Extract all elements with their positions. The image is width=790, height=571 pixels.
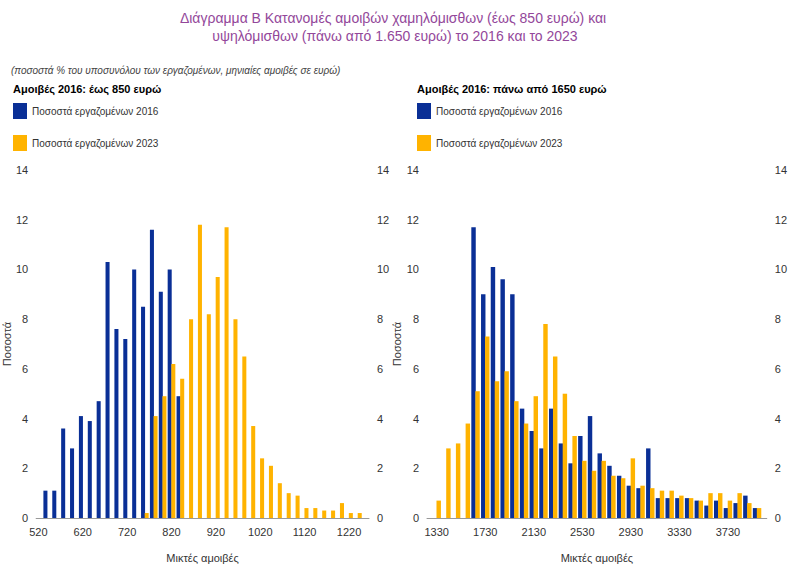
svg-text:Μικτές αμοιβές: Μικτές αμοιβές xyxy=(166,552,239,564)
svg-text:1730: 1730 xyxy=(473,526,497,538)
svg-text:6: 6 xyxy=(775,363,781,375)
svg-text:4: 4 xyxy=(775,413,781,425)
svg-text:Ποσοστά: Ποσοστά xyxy=(391,321,403,366)
svg-text:12: 12 xyxy=(407,214,419,226)
svg-text:6: 6 xyxy=(22,363,28,375)
svg-text:720: 720 xyxy=(118,526,136,538)
svg-text:14: 14 xyxy=(16,164,28,176)
svg-text:2: 2 xyxy=(377,462,383,474)
svg-text:1220: 1220 xyxy=(337,526,361,538)
svg-text:14: 14 xyxy=(775,164,787,176)
svg-text:υψηλόμισθων (πάνω από 1.650 ευ: υψηλόμισθων (πάνω από 1.650 ευρώ) το 201… xyxy=(212,28,577,44)
svg-text:4: 4 xyxy=(22,413,28,425)
svg-text:0: 0 xyxy=(377,512,383,524)
svg-text:14: 14 xyxy=(407,164,419,176)
svg-text:Ποσοστά εργαζομένων 2016: Ποσοστά εργαζομένων 2016 xyxy=(32,106,159,118)
svg-text:12: 12 xyxy=(377,214,389,226)
svg-text:8: 8 xyxy=(377,313,383,325)
svg-text:820: 820 xyxy=(162,526,180,538)
svg-text:(ποσοστά % του υποσυνόλου των: (ποσοστά % του υποσυνόλου των εργαζομένω… xyxy=(11,65,340,77)
svg-text:2530: 2530 xyxy=(570,526,594,538)
svg-text:8: 8 xyxy=(413,313,419,325)
svg-text:Αμοιβές 2016: έως 850 ευρώ: Αμοιβές 2016: έως 850 ευρώ xyxy=(13,83,161,96)
svg-text:12: 12 xyxy=(16,214,28,226)
svg-text:0: 0 xyxy=(22,512,28,524)
svg-text:Μικτές αμοιβές: Μικτές αμοιβές xyxy=(561,552,634,564)
svg-text:2130: 2130 xyxy=(522,526,546,538)
svg-text:Ποσοστά: Ποσοστά xyxy=(1,321,13,366)
svg-text:3730: 3730 xyxy=(716,526,740,538)
svg-text:2: 2 xyxy=(775,462,781,474)
svg-text:10: 10 xyxy=(775,263,787,275)
svg-text:2: 2 xyxy=(413,462,419,474)
svg-text:3330: 3330 xyxy=(667,526,691,538)
svg-text:2930: 2930 xyxy=(619,526,643,538)
svg-text:0: 0 xyxy=(413,512,419,524)
svg-text:Αμοιβές 2016: πάνω από 1650 ευ: Αμοιβές 2016: πάνω από 1650 ευρώ xyxy=(417,83,607,96)
svg-text:920: 920 xyxy=(207,526,225,538)
svg-text:6: 6 xyxy=(377,363,383,375)
svg-text:10: 10 xyxy=(377,263,389,275)
svg-text:14: 14 xyxy=(377,164,389,176)
svg-text:Ποσοστά εργαζομένων 2016: Ποσοστά εργαζομένων 2016 xyxy=(436,106,563,118)
svg-text:Διάγραμμα Β Κατανομές αμοιβών: Διάγραμμα Β Κατανομές αμοιβών χαμηλόμισθ… xyxy=(180,10,610,26)
svg-text:Ποσοστά εργαζομένων 2023: Ποσοστά εργαζομένων 2023 xyxy=(436,138,563,150)
svg-text:8: 8 xyxy=(775,313,781,325)
svg-text:1120: 1120 xyxy=(293,526,317,538)
svg-text:0: 0 xyxy=(775,512,781,524)
svg-text:10: 10 xyxy=(16,263,28,275)
svg-text:Ποσοστά εργαζομένων 2023: Ποσοστά εργαζομένων 2023 xyxy=(32,138,159,150)
svg-text:8: 8 xyxy=(22,313,28,325)
svg-text:1020: 1020 xyxy=(248,526,272,538)
svg-text:4: 4 xyxy=(377,413,383,425)
svg-text:1330: 1330 xyxy=(424,526,448,538)
svg-text:6: 6 xyxy=(413,363,419,375)
svg-text:520: 520 xyxy=(29,526,47,538)
svg-text:12: 12 xyxy=(775,214,787,226)
svg-text:4: 4 xyxy=(413,413,419,425)
svg-text:10: 10 xyxy=(407,263,419,275)
svg-text:620: 620 xyxy=(74,526,92,538)
svg-text:2: 2 xyxy=(22,462,28,474)
